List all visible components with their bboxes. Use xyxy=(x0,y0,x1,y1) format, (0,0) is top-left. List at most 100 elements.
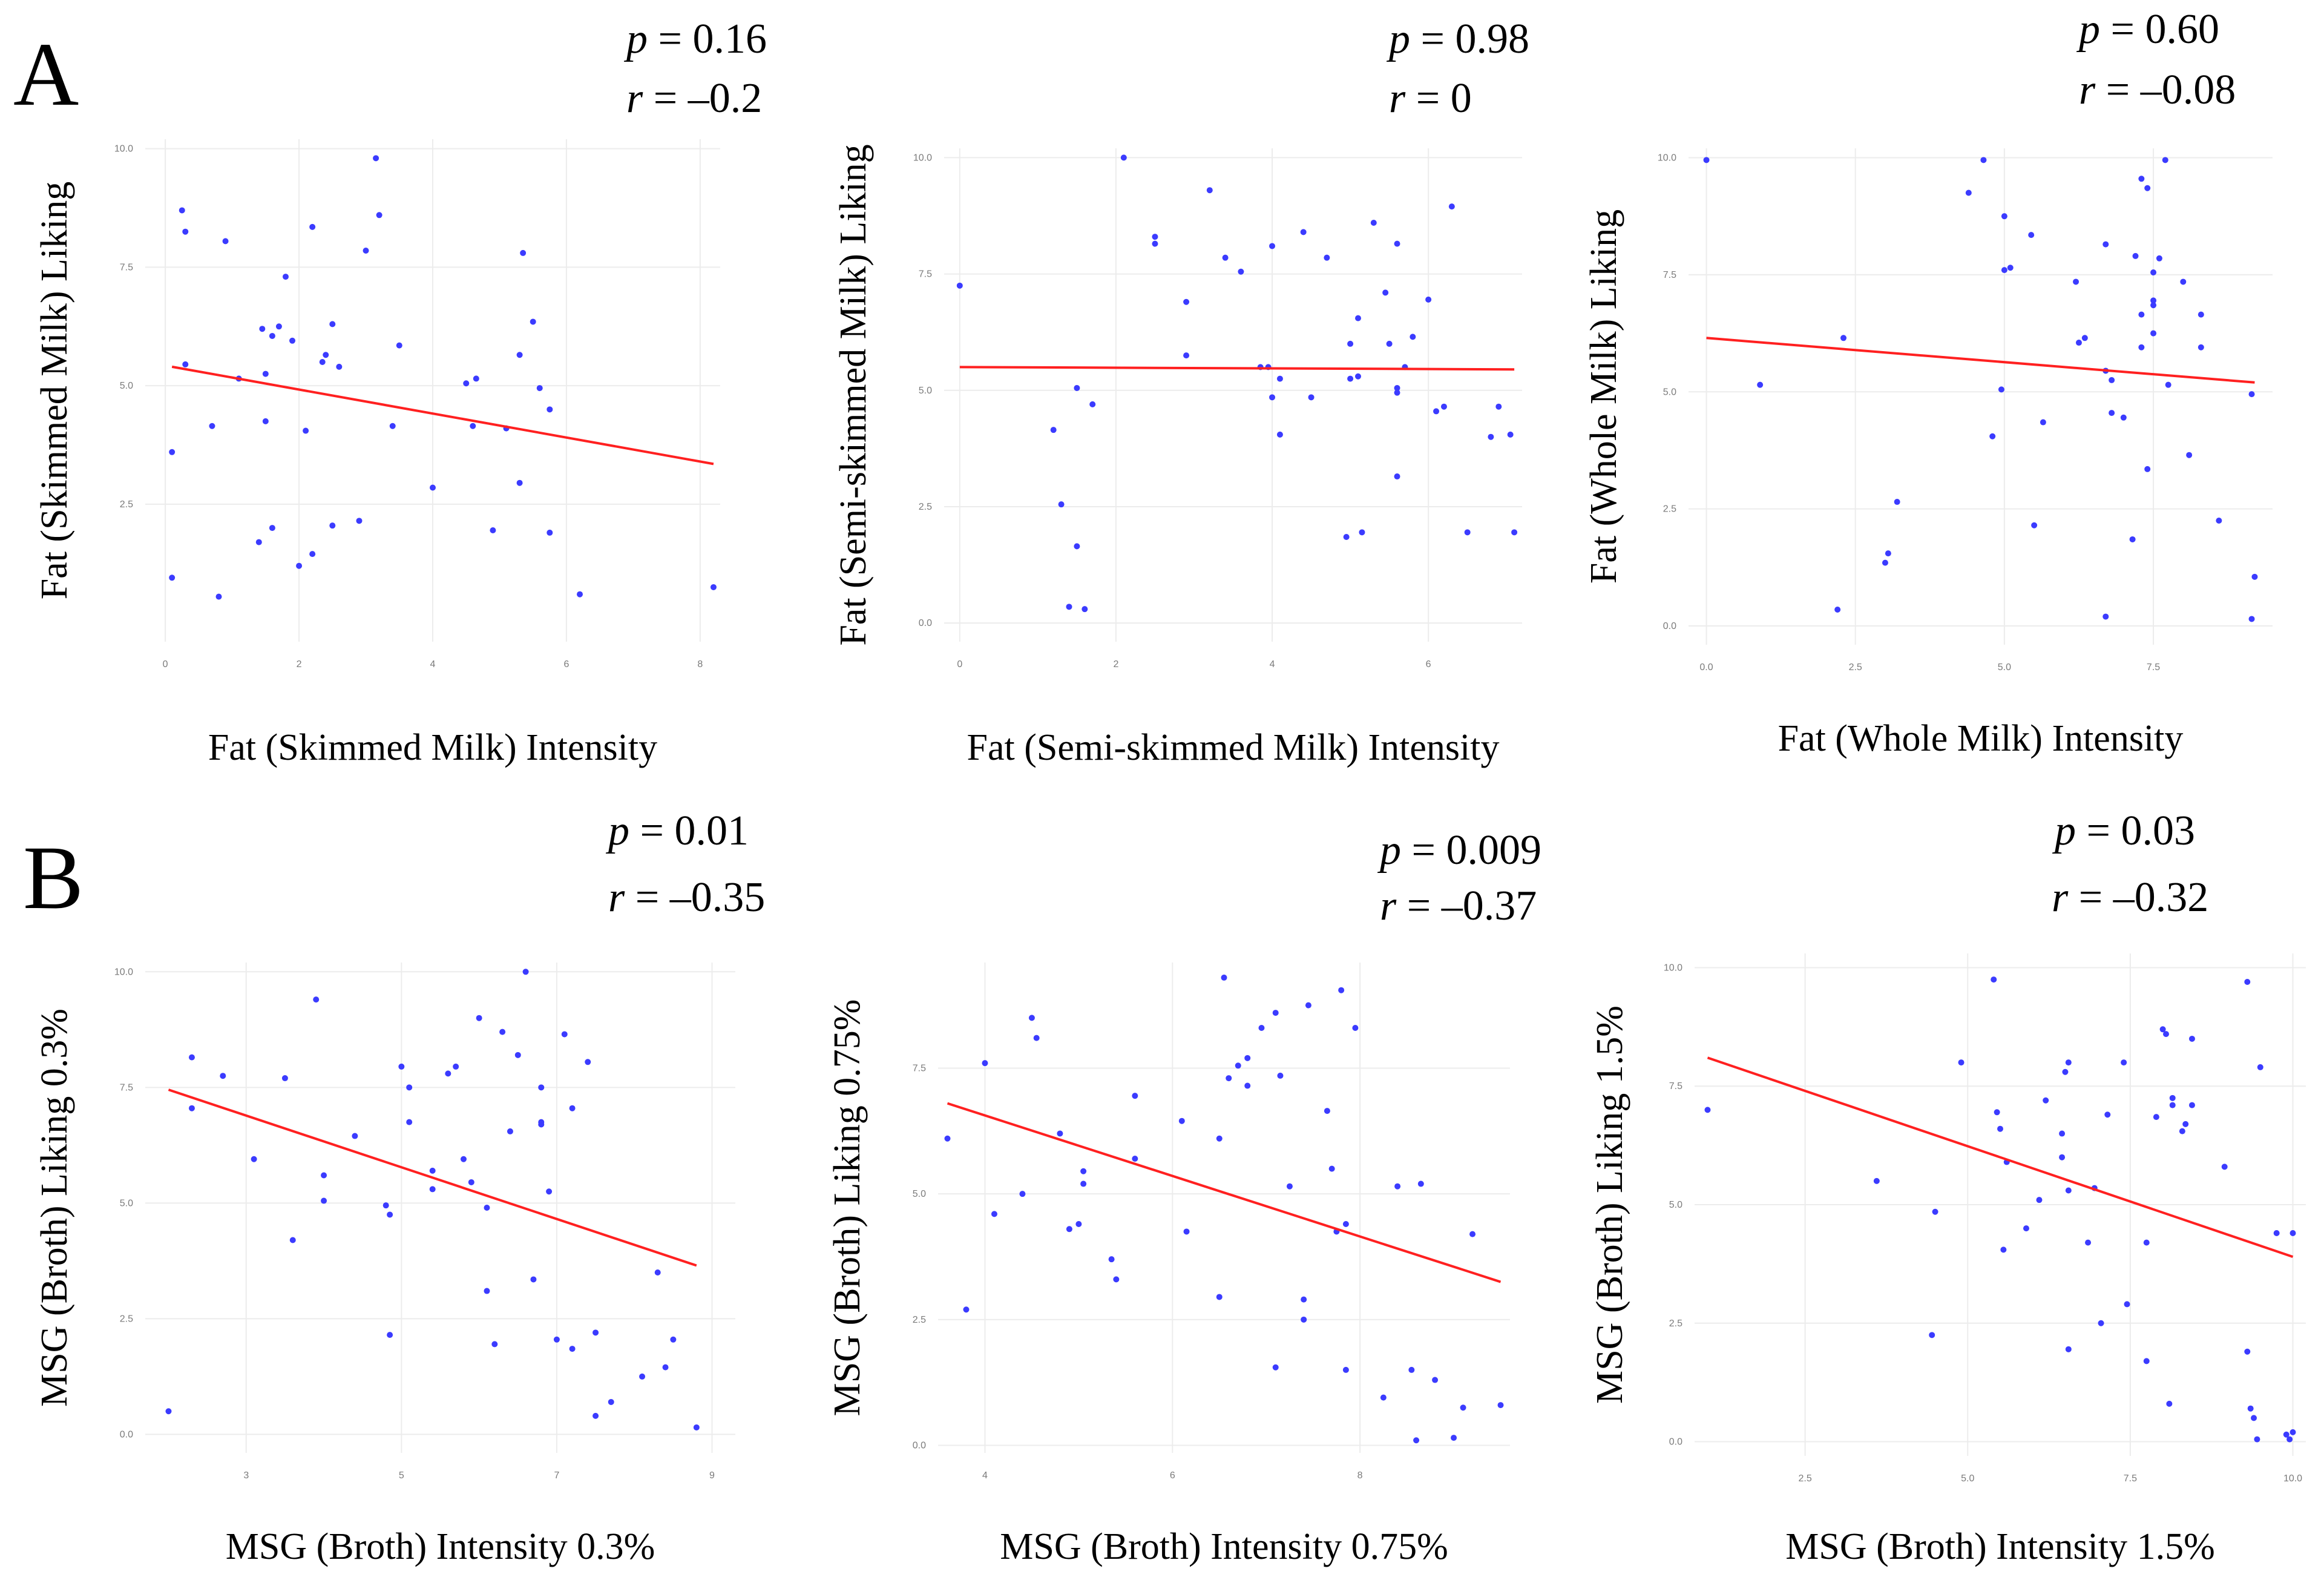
data-point-whole-19 xyxy=(2081,335,2088,341)
data-point-msg075-14 xyxy=(1132,1093,1138,1099)
data-point-msg075-48 xyxy=(1469,1231,1476,1237)
data-point-msg03-39 xyxy=(569,1346,576,1352)
data-point-msg15-5 xyxy=(1991,976,1997,983)
data-point-skimmed-46 xyxy=(577,591,583,597)
data-point-msg03-37 xyxy=(561,1031,568,1038)
y-tick-label-msg03-1: 2.5 xyxy=(120,1314,133,1324)
y-tick-label-msg075-1: 2.5 xyxy=(913,1315,926,1325)
y-tick-label-whole-2: 5.0 xyxy=(1663,387,1676,397)
data-point-msg15-46 xyxy=(2286,1436,2293,1443)
data-point-semi-23 xyxy=(1308,394,1315,401)
data-point-semi-34 xyxy=(1394,240,1400,247)
data-point-skimmed-26 xyxy=(336,363,343,370)
data-point-msg15-44 xyxy=(2273,1229,2280,1236)
stat-r-msg075: r = –0.37 xyxy=(1380,883,1537,929)
data-point-whole-43 xyxy=(2198,344,2204,351)
data-point-msg15-19 xyxy=(2085,1239,2092,1246)
data-point-skimmed-12 xyxy=(262,418,269,424)
data-point-whole-39 xyxy=(2165,381,2171,388)
data-point-semi-10 xyxy=(1152,234,1158,240)
data-point-whole-35 xyxy=(2150,302,2157,309)
data-point-msg03-29 xyxy=(514,1052,521,1058)
data-point-msg15-28 xyxy=(2159,1026,2166,1033)
data-point-semi-15 xyxy=(1238,268,1244,275)
data-point-skimmed-22 xyxy=(319,359,326,366)
data-point-msg075-28 xyxy=(1277,1072,1284,1079)
y-tick-label-msg075-2: 5.0 xyxy=(913,1189,926,1199)
data-point-msg03-4 xyxy=(251,1156,257,1162)
data-point-msg15-24 xyxy=(2124,1301,2130,1308)
data-point-msg03-46 xyxy=(662,1364,669,1371)
data-point-msg03-36 xyxy=(553,1336,560,1343)
data-point-msg075-4 xyxy=(1019,1191,1026,1197)
x-tick-label-whole-3: 7.5 xyxy=(2147,662,2160,673)
data-point-skimmed-25 xyxy=(329,522,336,529)
data-point-skimmed-19 xyxy=(303,427,309,434)
data-point-msg15-18 xyxy=(2065,1346,2072,1352)
data-point-whole-4 xyxy=(1882,559,1888,566)
data-point-msg15-8 xyxy=(2000,1246,2007,1253)
data-point-semi-36 xyxy=(1394,389,1400,396)
data-point-msg03-23 xyxy=(476,1015,482,1021)
y-tick-label-whole-4: 10.0 xyxy=(1658,153,1676,163)
data-point-msg03-24 xyxy=(484,1205,490,1211)
y-tick-label-msg15-1: 2.5 xyxy=(1669,1318,1682,1329)
data-point-semi-28 xyxy=(1354,315,1361,321)
data-point-whole-29 xyxy=(2138,311,2145,318)
data-point-skimmed-28 xyxy=(363,248,369,254)
data-point-whole-20 xyxy=(2102,241,2109,248)
data-point-msg03-5 xyxy=(281,1075,288,1082)
x-tick-label-msg03-0: 3 xyxy=(243,1470,249,1481)
data-point-msg15-34 xyxy=(2182,1121,2189,1127)
data-point-skimmed-31 xyxy=(389,423,396,429)
data-point-msg15-23 xyxy=(2121,1059,2127,1066)
x-axis-title-msg03: MSG (Broth) Intensity 0.3% xyxy=(226,1526,655,1567)
data-point-whole-45 xyxy=(2248,391,2255,398)
y-tick-label-whole-3: 7.5 xyxy=(1663,270,1676,280)
data-point-msg03-34 xyxy=(538,1121,545,1128)
data-point-skimmed-40 xyxy=(516,479,523,486)
data-point-msg075-23 xyxy=(1244,1055,1251,1061)
data-point-skimmed-35 xyxy=(470,423,476,429)
data-point-msg075-11 xyxy=(1080,1180,1087,1187)
data-point-whole-27 xyxy=(2132,252,2139,259)
y-tick-label-msg15-0: 0.0 xyxy=(1669,1437,1682,1447)
data-point-skimmed-2 xyxy=(179,207,185,214)
data-point-whole-10 xyxy=(1998,386,2004,393)
data-point-semi-42 xyxy=(1440,403,1447,410)
data-point-msg075-46 xyxy=(1451,1435,1457,1441)
data-point-msg075-7 xyxy=(1057,1130,1063,1137)
data-point-msg15-17 xyxy=(2065,1187,2072,1194)
data-point-semi-14 xyxy=(1222,254,1229,261)
y-tick-label-msg03-4: 10.0 xyxy=(114,967,133,977)
x-axis-title-skimmed: Fat (Skimmed Milk) Intensity xyxy=(208,727,657,768)
data-point-msg15-39 xyxy=(2244,1348,2251,1355)
data-point-whole-41 xyxy=(2186,452,2193,458)
data-point-msg075-18 xyxy=(1216,1135,1223,1142)
data-point-semi-47 xyxy=(1507,431,1514,438)
data-point-skimmed-3 xyxy=(182,228,189,235)
data-point-semi-43 xyxy=(1448,203,1455,210)
data-point-whole-37 xyxy=(2156,255,2162,262)
data-point-semi-35 xyxy=(1394,384,1400,391)
data-point-semi-44 xyxy=(1464,529,1471,536)
data-point-msg15-37 xyxy=(2221,1164,2228,1170)
data-point-skimmed-17 xyxy=(289,337,296,344)
y-tick-label-whole-0: 0.0 xyxy=(1663,621,1676,631)
data-point-whole-17 xyxy=(2073,278,2079,285)
data-point-whole-2 xyxy=(1834,606,1841,613)
data-point-semi-3 xyxy=(1066,604,1072,610)
stat-r-msg03: r = –0.35 xyxy=(608,874,766,921)
data-point-semi-31 xyxy=(1370,220,1377,226)
data-point-skimmed-4 xyxy=(182,361,189,367)
data-point-msg15-3 xyxy=(1932,1208,1938,1215)
data-point-msg03-15 xyxy=(406,1084,413,1091)
data-point-whole-38 xyxy=(2162,157,2168,163)
data-point-msg075-3 xyxy=(991,1211,997,1217)
y-tick-label-semi-0: 0.0 xyxy=(919,618,932,628)
data-point-msg075-47 xyxy=(1460,1404,1466,1411)
data-point-skimmed-45 xyxy=(547,529,553,536)
fit-line-msg15 xyxy=(1707,1056,2294,1259)
data-point-skimmed-37 xyxy=(490,527,496,533)
